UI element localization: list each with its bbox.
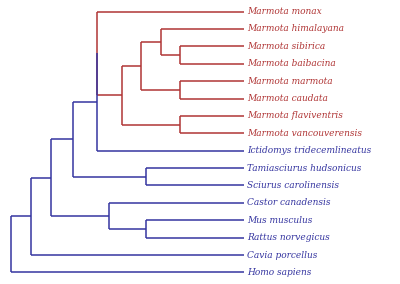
Text: Marmota himalayana: Marmota himalayana — [247, 24, 344, 34]
Text: Mus musculus: Mus musculus — [247, 216, 312, 225]
Text: Marmota monax: Marmota monax — [247, 7, 322, 16]
Text: Marmota marmota: Marmota marmota — [247, 77, 333, 85]
Text: Marmota flaviventris: Marmota flaviventris — [247, 111, 343, 120]
Text: Castor canadensis: Castor canadensis — [247, 199, 330, 207]
Text: Ictidomys tridecemlineatus: Ictidomys tridecemlineatus — [247, 146, 371, 155]
Text: Homo sapiens: Homo sapiens — [247, 268, 312, 277]
Text: Cavia porcellus: Cavia porcellus — [247, 250, 318, 260]
Text: Marmota baibacina: Marmota baibacina — [247, 59, 336, 68]
Text: Marmota vancouverensis: Marmota vancouverensis — [247, 129, 362, 138]
Text: Marmota sibirica: Marmota sibirica — [247, 42, 325, 51]
Text: Sciurus carolinensis: Sciurus carolinensis — [247, 181, 339, 190]
Text: Marmota caudata: Marmota caudata — [247, 94, 328, 103]
Text: Rattus norvegicus: Rattus norvegicus — [247, 233, 330, 242]
Text: Tamiasciurus hudsonicus: Tamiasciurus hudsonicus — [247, 164, 362, 173]
